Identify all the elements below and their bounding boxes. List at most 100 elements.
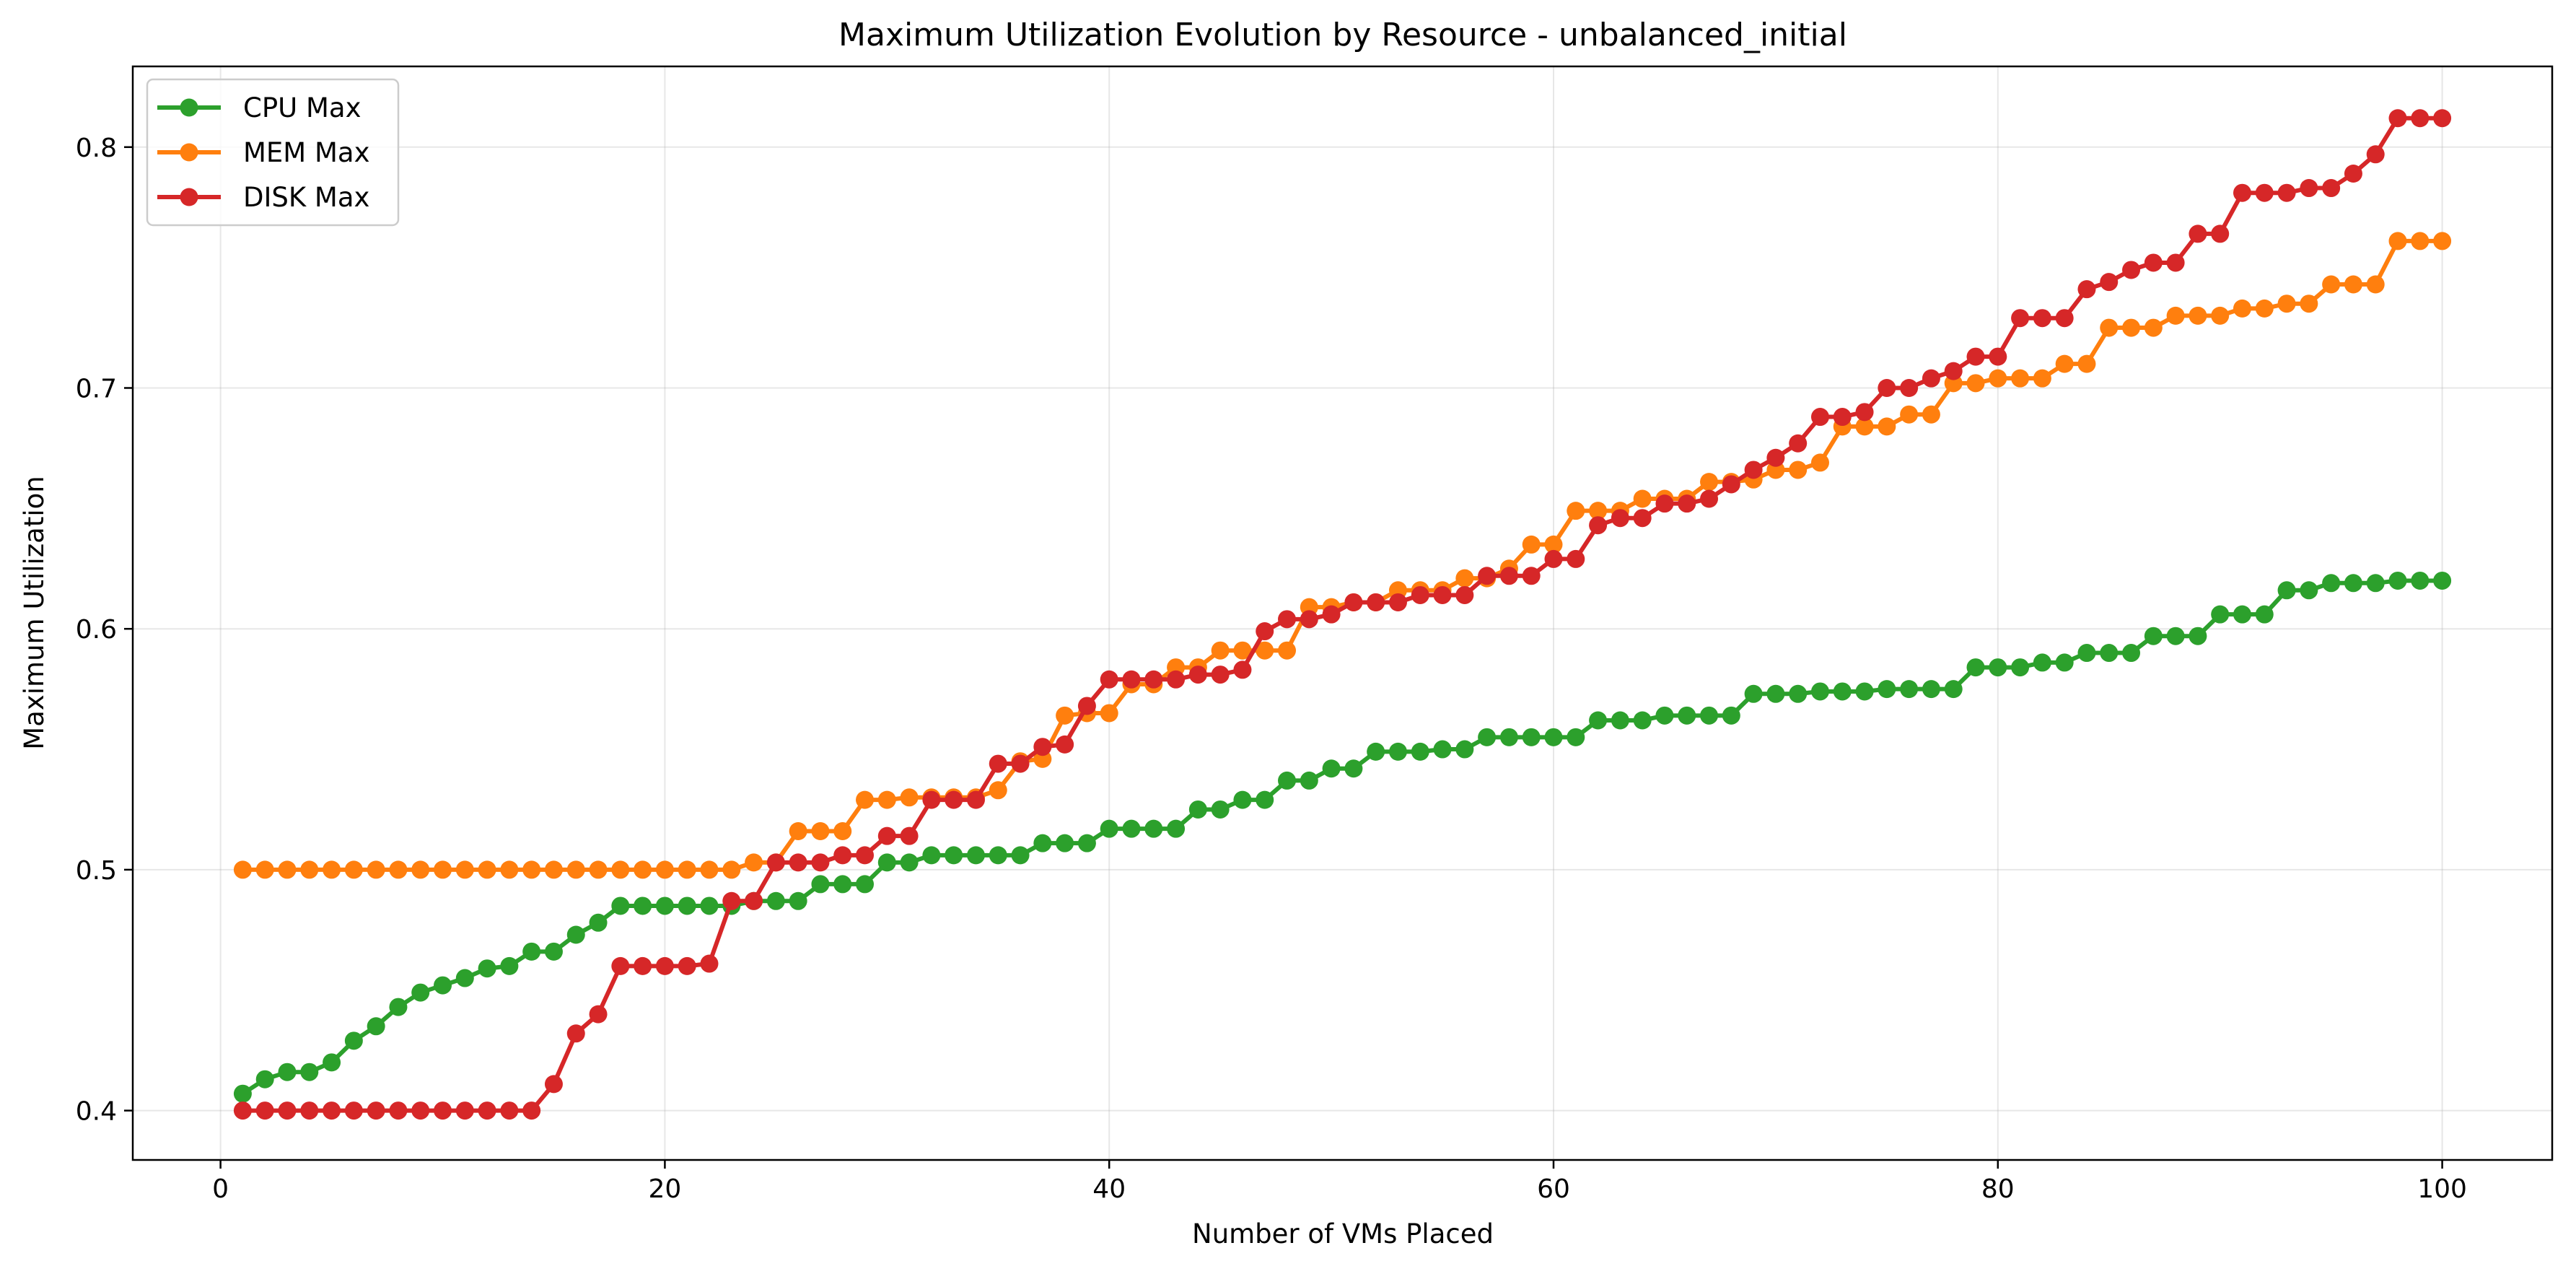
data-point-disk-max	[544, 1075, 563, 1094]
x-tick-label: 20	[649, 1174, 682, 1204]
data-point-cpu-max	[1567, 728, 1585, 746]
data-point-cpu-max	[478, 959, 496, 978]
data-point-cpu-max	[1810, 682, 1829, 701]
data-point-disk-max	[2055, 309, 2074, 328]
data-point-cpu-max	[367, 1017, 385, 1036]
data-point-disk-max	[1989, 347, 2007, 366]
data-point-cpu-max	[1700, 706, 1719, 725]
data-point-mem-max	[1989, 369, 2007, 388]
data-point-disk-max	[2166, 253, 2185, 272]
data-point-disk-max	[1033, 738, 1052, 756]
data-point-mem-max	[1966, 374, 1985, 393]
data-point-cpu-max	[233, 1084, 252, 1103]
data-point-cpu-max	[966, 846, 985, 865]
data-point-cpu-max	[1300, 771, 1318, 790]
data-point-disk-max	[1810, 408, 1829, 427]
data-point-cpu-max	[2344, 574, 2362, 593]
data-point-disk-max	[1167, 670, 1186, 689]
data-point-mem-max	[1633, 489, 1652, 508]
data-point-disk-max	[856, 846, 875, 865]
data-point-cpu-max	[2122, 644, 2141, 663]
data-point-cpu-max	[1233, 790, 1252, 809]
data-point-mem-max	[1455, 569, 1474, 588]
data-point-mem-max	[455, 860, 474, 879]
data-point-cpu-max	[2322, 574, 2341, 593]
data-point-cpu-max	[856, 875, 875, 894]
data-point-mem-max	[411, 860, 430, 879]
data-point-disk-max	[1633, 509, 1652, 528]
data-point-mem-max	[478, 860, 496, 879]
data-point-cpu-max	[2233, 605, 2251, 624]
data-point-mem-max	[589, 860, 608, 879]
data-point-disk-max	[811, 853, 830, 872]
data-point-disk-max	[478, 1101, 496, 1120]
data-point-disk-max	[566, 1024, 585, 1043]
data-point-mem-max	[1878, 417, 1896, 436]
data-point-mem-max	[1522, 535, 1541, 554]
data-point-disk-max	[2144, 253, 2163, 272]
data-point-mem-max	[1789, 461, 1808, 479]
data-point-cpu-max	[1278, 771, 1297, 790]
data-point-disk-max	[1499, 567, 1518, 585]
data-point-cpu-max	[323, 1053, 341, 1072]
data-point-disk-max	[1011, 754, 1030, 773]
data-point-cpu-max	[1011, 846, 1030, 865]
x-axis-label: Number of VMs Placed	[1192, 1218, 1494, 1249]
data-point-disk-max	[255, 1101, 274, 1120]
data-point-mem-max	[678, 860, 696, 879]
data-point-cpu-max	[389, 998, 408, 1016]
data-point-disk-max	[611, 956, 630, 975]
data-point-cpu-max	[1633, 711, 1652, 730]
data-point-cpu-max	[1522, 728, 1541, 746]
data-point-mem-max	[2300, 294, 2318, 313]
data-point-disk-max	[789, 853, 807, 872]
data-point-cpu-max	[611, 896, 630, 915]
data-point-cpu-max	[2211, 605, 2230, 624]
data-point-disk-max	[1700, 489, 1719, 508]
data-point-cpu-max	[2166, 627, 2185, 645]
data-point-mem-max	[2189, 306, 2207, 325]
data-point-cpu-max	[544, 942, 563, 961]
data-point-disk-max	[2255, 183, 2274, 202]
data-point-cpu-max	[766, 891, 785, 910]
data-point-disk-max	[1433, 585, 1452, 604]
data-point-mem-max	[389, 860, 408, 879]
data-point-disk-max	[1522, 567, 1541, 585]
data-point-disk-max	[2433, 109, 2452, 128]
data-point-mem-max	[2166, 306, 2185, 325]
data-point-mem-max	[811, 821, 830, 840]
data-point-disk-max	[2211, 224, 2230, 243]
data-point-disk-max	[766, 853, 785, 872]
data-point-disk-max	[2322, 179, 2341, 198]
data-point-disk-max	[455, 1101, 474, 1120]
data-point-cpu-max	[2411, 571, 2430, 590]
data-point-mem-max	[2433, 232, 2452, 250]
data-point-disk-max	[1455, 585, 1474, 604]
data-point-cpu-max	[2300, 581, 2318, 600]
y-tick-label: 0.8	[76, 134, 117, 163]
data-point-mem-max	[367, 860, 385, 879]
data-point-cpu-max	[434, 976, 452, 995]
data-point-cpu-max	[1478, 728, 1497, 746]
data-point-cpu-max	[1056, 834, 1074, 852]
data-point-mem-max	[2011, 369, 2030, 388]
data-point-cpu-max	[2033, 653, 2051, 672]
data-point-cpu-max	[2366, 574, 2385, 593]
data-point-mem-max	[700, 860, 719, 879]
data-point-mem-max	[833, 821, 852, 840]
data-point-disk-max	[2077, 280, 2096, 299]
series-mem-max	[233, 232, 2452, 879]
data-point-cpu-max	[2011, 658, 2030, 677]
data-point-mem-max	[1700, 473, 1719, 492]
data-point-disk-max	[2233, 183, 2251, 202]
data-point-cpu-max	[655, 896, 674, 915]
data-point-mem-max	[544, 860, 563, 879]
data-point-cpu-max	[455, 969, 474, 987]
data-point-cpu-max	[522, 942, 541, 961]
data-point-mem-max	[1544, 535, 1563, 554]
x-tick-label: 80	[1981, 1174, 2015, 1204]
data-point-mem-max	[1278, 641, 1297, 660]
series-lines	[233, 109, 2452, 1120]
data-point-disk-max	[2100, 273, 2119, 292]
data-point-mem-max	[1922, 405, 1940, 424]
